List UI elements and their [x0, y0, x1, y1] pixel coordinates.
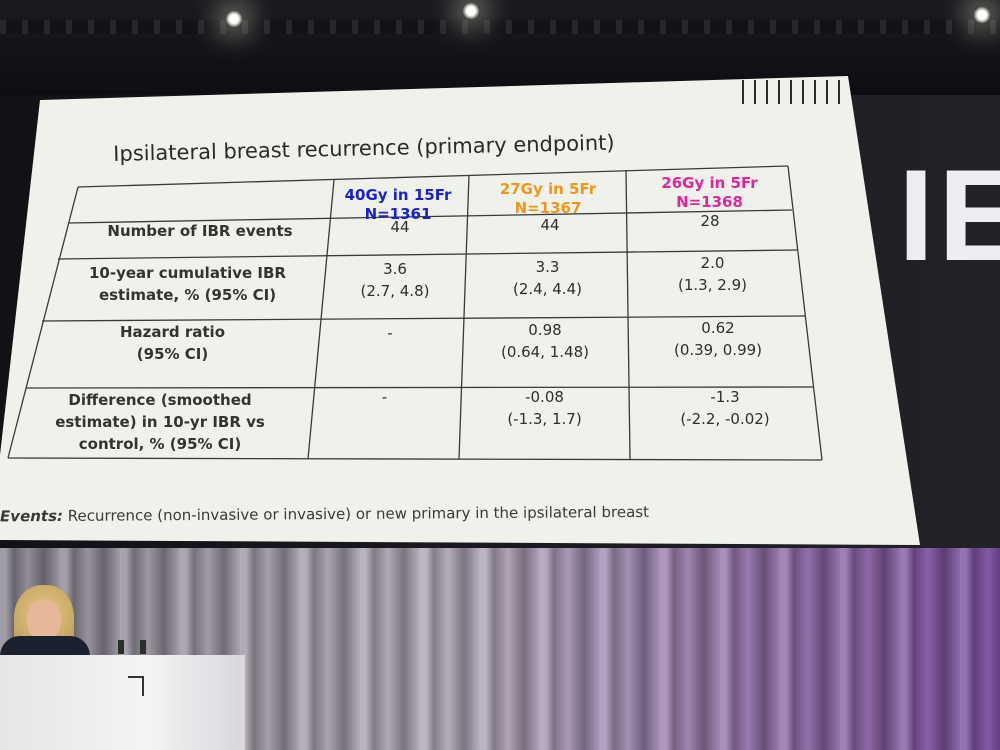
cell-line: (-1.3, 1.7) — [507, 410, 582, 428]
row-label-line: (95% CI) — [136, 345, 209, 363]
table-cell: -0.08 (-1.3, 1.7) — [462, 386, 627, 430]
row-label-line: Hazard ratio — [119, 323, 226, 341]
column-header-line: N=1367 — [514, 199, 582, 217]
row-label: 10-year cumulative IBR estimate, % (95% … — [55, 262, 320, 306]
row-label-line: Number of IBR events — [107, 222, 293, 240]
table-line — [7, 186, 79, 459]
table-cell: -1.3 (-2.2, -0.02) — [635, 386, 815, 430]
cell-line: (2.7, 4.8) — [360, 282, 430, 300]
column-header-line: 40Gy in 15Fr — [344, 186, 452, 204]
column-header-line: 27Gy in 5Fr — [499, 180, 597, 198]
table-cell: 2.0 (1.3, 2.9) — [630, 252, 795, 296]
table-cell: 3.3 (2.4, 4.4) — [470, 256, 625, 300]
table-line — [458, 174, 470, 460]
row-label-line: estimate) in 10-yr IBR vs — [55, 413, 265, 431]
table-line — [57, 249, 798, 260]
microphone-icon — [118, 640, 124, 654]
cell-line: 28 — [700, 212, 720, 230]
stage-light-icon — [973, 6, 991, 24]
table-line — [68, 209, 793, 224]
column-header-line: N=1368 — [676, 193, 743, 211]
cell-line: (2.4, 4.4) — [513, 280, 582, 298]
table-cell: 44 — [475, 214, 625, 236]
column-header-line: 26Gy in 5Fr — [661, 174, 758, 192]
table-line — [77, 165, 789, 188]
lighting-truss — [0, 20, 1000, 34]
cell-line: (0.64, 1.48) — [500, 343, 590, 361]
row-label: Difference (smoothed estimate) in 10-yr … — [15, 389, 305, 455]
column-header: 26Gy in 5Fr N=1368 — [632, 174, 787, 212]
table-cell: - — [312, 386, 457, 408]
cell-line: 3.6 — [383, 260, 407, 278]
cell-line: (1.3, 2.9) — [678, 276, 747, 294]
backdrop-letters: IES — [898, 150, 1000, 288]
table-line — [7, 457, 823, 461]
table-cell: 28 — [630, 210, 790, 232]
table-line — [625, 169, 631, 460]
table-line — [25, 386, 814, 389]
cell-line: - — [387, 324, 393, 342]
table-cell: 44 — [335, 216, 465, 238]
table-line — [307, 179, 335, 460]
table-cell: 3.6 (2.7, 4.8) — [325, 258, 465, 302]
podium — [0, 655, 245, 750]
ceiling — [0, 0, 1000, 95]
table-cell: 0.98 (0.64, 1.48) — [465, 319, 625, 363]
column-header-line: N=1361 — [364, 205, 432, 223]
stage-light-icon — [462, 2, 480, 20]
cell-line: 0.98 — [528, 321, 562, 339]
table-cell: - — [320, 322, 460, 344]
table-cell: 0.62 (0.39, 0.99) — [633, 317, 803, 361]
cell-line: 44 — [540, 216, 560, 234]
cell-line: 3.3 — [535, 258, 560, 276]
cell-line: -1.3 — [710, 388, 740, 406]
cell-line: 0.62 — [701, 319, 735, 337]
podium-logo-icon — [128, 676, 144, 696]
column-header: 40Gy in 15Fr N=1361 — [328, 186, 468, 224]
cell-line: (0.39, 0.99) — [673, 341, 763, 359]
backdrop-logo: IES — [898, 150, 1000, 450]
cell-line: - — [381, 388, 388, 406]
row-label-line: Difference (smoothed — [68, 391, 252, 409]
cell-line: 2.0 — [700, 254, 725, 272]
presenter-face — [27, 600, 61, 640]
slide-decoration-bars — [742, 80, 842, 104]
row-label: Number of IBR events — [70, 220, 330, 242]
row-label-line: control, % (95% CI) — [78, 435, 242, 453]
row-label: Hazard ratio (95% CI) — [35, 321, 310, 365]
stage-light-icon — [225, 10, 243, 28]
cell-line: (-2.2, -0.02) — [680, 410, 770, 428]
microphone-icon — [140, 640, 146, 654]
row-label-line: estimate, % (95% CI) — [98, 286, 277, 304]
table-line — [41, 315, 806, 322]
cell-line: -0.08 — [525, 388, 564, 406]
footnote-label: Events: — [0, 506, 64, 526]
table-line — [787, 165, 823, 461]
column-header: 27Gy in 5Fr N=1367 — [473, 180, 623, 218]
cell-line: 44 — [390, 218, 410, 236]
row-label-line: 10-year cumulative IBR — [89, 264, 286, 282]
